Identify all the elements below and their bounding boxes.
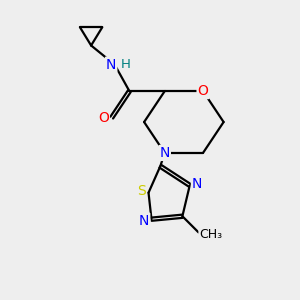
Text: N: N [192,177,202,191]
Text: O: O [98,111,109,124]
Text: CH₃: CH₃ [200,228,223,241]
Text: N: N [160,146,170,160]
Text: N: N [139,214,149,228]
Text: S: S [137,184,146,198]
Text: N: N [106,58,116,72]
Text: O: O [198,84,208,98]
Text: H: H [121,58,131,71]
